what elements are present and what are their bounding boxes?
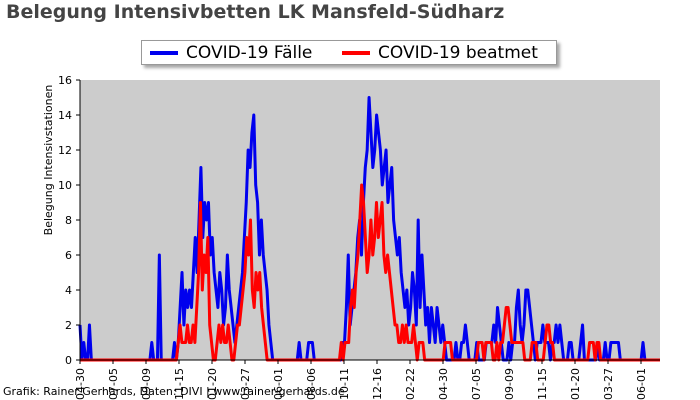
x-tick-label: 06-01 xyxy=(635,368,648,400)
legend-entry-ventilated: COVID-19 beatmet xyxy=(342,41,538,64)
x-tick-label: 09-09 xyxy=(503,368,516,400)
y-tick-label: 12 xyxy=(58,144,72,157)
y-tick-label: 8 xyxy=(65,214,72,227)
y-axis-label: Belegung Intensivstationen xyxy=(42,85,55,236)
y-tick-label: 2 xyxy=(65,319,72,332)
x-tick-label: 07-05 xyxy=(470,368,483,400)
legend-label-cases: COVID-19 Fälle xyxy=(186,42,313,63)
x-tick-label: 04-30 xyxy=(74,368,87,400)
y-tick-label: 10 xyxy=(58,179,72,192)
x-tick-label: 01-20 xyxy=(569,368,582,400)
credit-text: Grafik: Rainer Gerhards, Daten: DIVI | w… xyxy=(3,385,345,398)
x-tick-label: 03-27 xyxy=(239,368,252,400)
x-tick-label: 02-22 xyxy=(404,368,417,400)
x-tick-label: 11-15 xyxy=(536,368,549,400)
x-tick-label: 12-16 xyxy=(371,368,384,400)
x-tick-label: 06-01 xyxy=(272,368,285,400)
y-tick-label: 0 xyxy=(65,354,72,367)
x-tick-label: 01-20 xyxy=(206,368,219,400)
x-tick-label: 08-06 xyxy=(305,368,318,400)
legend-swatch-cases xyxy=(150,50,178,55)
legend-swatch-ventilated xyxy=(342,50,370,55)
legend-label-ventilated: COVID-19 beatmet xyxy=(378,42,538,63)
y-tick-label: 14 xyxy=(58,109,72,122)
x-tick-label: 09-09 xyxy=(140,368,153,400)
chart-title: Belegung Intensivbetten LK Mansfeld-Südh… xyxy=(6,1,505,23)
x-tick-label: 03-27 xyxy=(602,368,615,400)
y-tick-label: 16 xyxy=(58,74,72,87)
y-tick-label: 6 xyxy=(65,249,72,262)
legend: COVID-19 Fälle COVID-19 beatmet xyxy=(141,40,557,65)
x-tick-label: 11-15 xyxy=(173,368,186,400)
legend-entry-cases: COVID-19 Fälle xyxy=(150,41,312,64)
x-tick-label: 04-30 xyxy=(437,368,450,400)
x-tick-label: 10-11 xyxy=(338,368,351,400)
x-tick-label: 07-05 xyxy=(107,368,120,400)
y-tick-label: 4 xyxy=(65,284,72,297)
